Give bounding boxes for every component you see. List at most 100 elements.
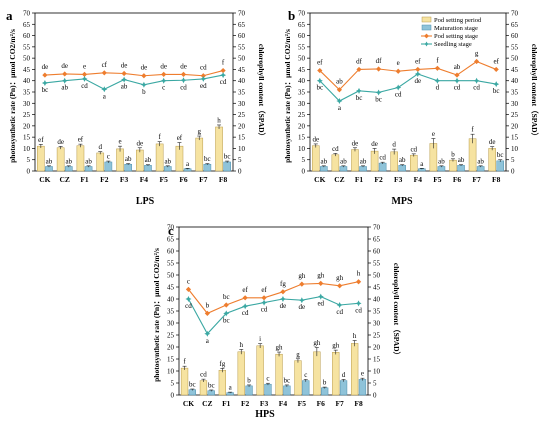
right-tick-label: 60 [511,32,519,40]
seedling-line-marker [41,79,48,86]
pod-setting-line-marker [161,71,167,77]
maturation-bar-sig-label: bc [284,376,291,384]
pod-setting-line [44,70,224,77]
right-tick-label: 35 [238,89,246,97]
category-label: F2 [100,175,109,184]
left-tick-label: 25 [167,332,175,340]
pod-setting-line-marker [395,68,401,74]
seedling-line-marker [395,84,402,91]
pod-setting-line-sig-label: ab [336,78,343,86]
pod-setting-line-sig-label: f [222,59,225,67]
right-tick-label: 30 [238,100,246,108]
category-label: F3 [394,175,403,184]
left-tick-label: 5 [27,156,31,164]
right-tick-label: 30 [511,100,519,108]
left-tick-label: 20 [298,122,306,130]
maturation-bar [302,380,310,396]
pod-setting-bar-sig-label: f [471,126,474,134]
pod-setting-line-sig-label: cf [102,61,108,69]
maturation-bar [283,385,291,396]
pod-setting-line-sig-label: df [356,57,363,65]
maturation-bar-sig-label: ab [340,157,347,165]
right-tick-label: 0 [238,168,242,176]
left-tick-label: 65 [298,21,306,29]
pod-setting-bar-sig-label: de [57,138,64,146]
seedling-line-sig-label: cd [242,309,249,317]
maturation-bar-sig-label: c [266,375,269,383]
seedling-line-sig-label: a [338,104,342,112]
pod-setting-line-sig-label: gh [317,271,325,279]
seedling-line-marker [185,296,192,302]
pod-setting-bar [488,148,496,172]
left-tick-label: 30 [23,100,31,108]
pod-setting-bar-sig-label: ef [38,136,44,144]
seedling-line-marker [261,299,268,306]
maturation-bar-sig-label: ab [477,157,484,165]
pod-setting-line-marker [101,70,107,76]
right-tick-label: 25 [373,332,381,340]
pod-setting-line-sig-label: gh [336,274,344,282]
left-tick-label: 10 [167,368,175,376]
left-tick-label: 60 [23,32,31,40]
seedling-line-sig-label: bc [356,94,363,102]
right-tick-label: 15 [238,134,246,142]
pod-setting-bar-sig-label: f [158,133,161,141]
maturation-bar [457,165,465,172]
panel-label: a [6,8,13,23]
right-tick-label: 65 [373,236,381,244]
right-tick-label: 40 [511,77,519,85]
seedling-line-sig-label: a [103,92,107,100]
seedling-line-marker [298,297,305,304]
seedling-line-marker [160,77,167,84]
pod-setting-line-marker [280,289,286,295]
pod-setting-bar-sig-label: ef [177,134,183,142]
chart-panel-b: b 0 5 10 15 20 25 30 35 40 45 50 55 60 65 70 0 5 10 15 20 25 3… [283,8,540,207]
right-axis-label: chlorophyll content（SPAD） [392,263,402,359]
pod-setting-bar [136,149,144,172]
legend-marker [424,41,429,47]
right-tick-label: 0 [373,392,377,400]
maturation-bar [398,165,407,172]
maturation-bar-sig-label: b [323,379,327,387]
pod-setting-line-marker [42,72,48,78]
pod-setting-bar [195,137,204,172]
maturation-bar [144,165,152,172]
pod-setting-bar [409,154,418,172]
category-label: CK [314,175,325,184]
left-tick-label: 10 [23,145,31,153]
left-tick-label: 45 [298,66,306,74]
category-label: F1 [222,399,231,408]
pod-setting-bar-sig-label: i [259,335,261,343]
maturation-bar-sig-label: c [304,371,307,379]
seedling-line-marker [242,303,249,310]
seedling-line-sig-label: d [436,84,440,92]
pod-setting-bar-sig-label: ef [78,136,84,144]
maturation-bar [339,380,348,396]
seedling-line-marker [336,302,343,308]
maturation-bar-sig-label: bc [204,155,211,163]
pod-setting-bar-sig-label: g [197,128,201,136]
maturation-bar [358,379,367,396]
pod-setting-line-marker [337,283,343,289]
seedling-line-marker [61,77,68,84]
pod-setting-line-sig-label: df [376,57,383,65]
pod-setting-bar-sig-label: de [137,139,144,147]
pod-setting-line-sig-label: bc [223,293,230,301]
left-tick-label: 0 [27,168,31,176]
right-tick-label: 45 [238,66,246,74]
pod-setting-bar [175,145,184,172]
pod-setting-bar [313,351,321,396]
right-tick-label: 35 [511,89,519,97]
pod-setting-line-marker [141,73,147,79]
category-label: F4 [140,175,149,184]
seedling-line-marker [355,300,362,307]
pod-setting-line-sig-label: ef [261,286,267,294]
pod-setting-bar-sig-label: h [217,116,221,124]
right-tick-label: 5 [373,380,377,388]
category-label: F7 [199,175,208,184]
seedling-line-sig-label: cd [395,90,402,98]
left-tick-label: 50 [298,55,306,63]
left-tick-label: 50 [23,55,31,63]
pod-setting-bar [215,126,223,172]
